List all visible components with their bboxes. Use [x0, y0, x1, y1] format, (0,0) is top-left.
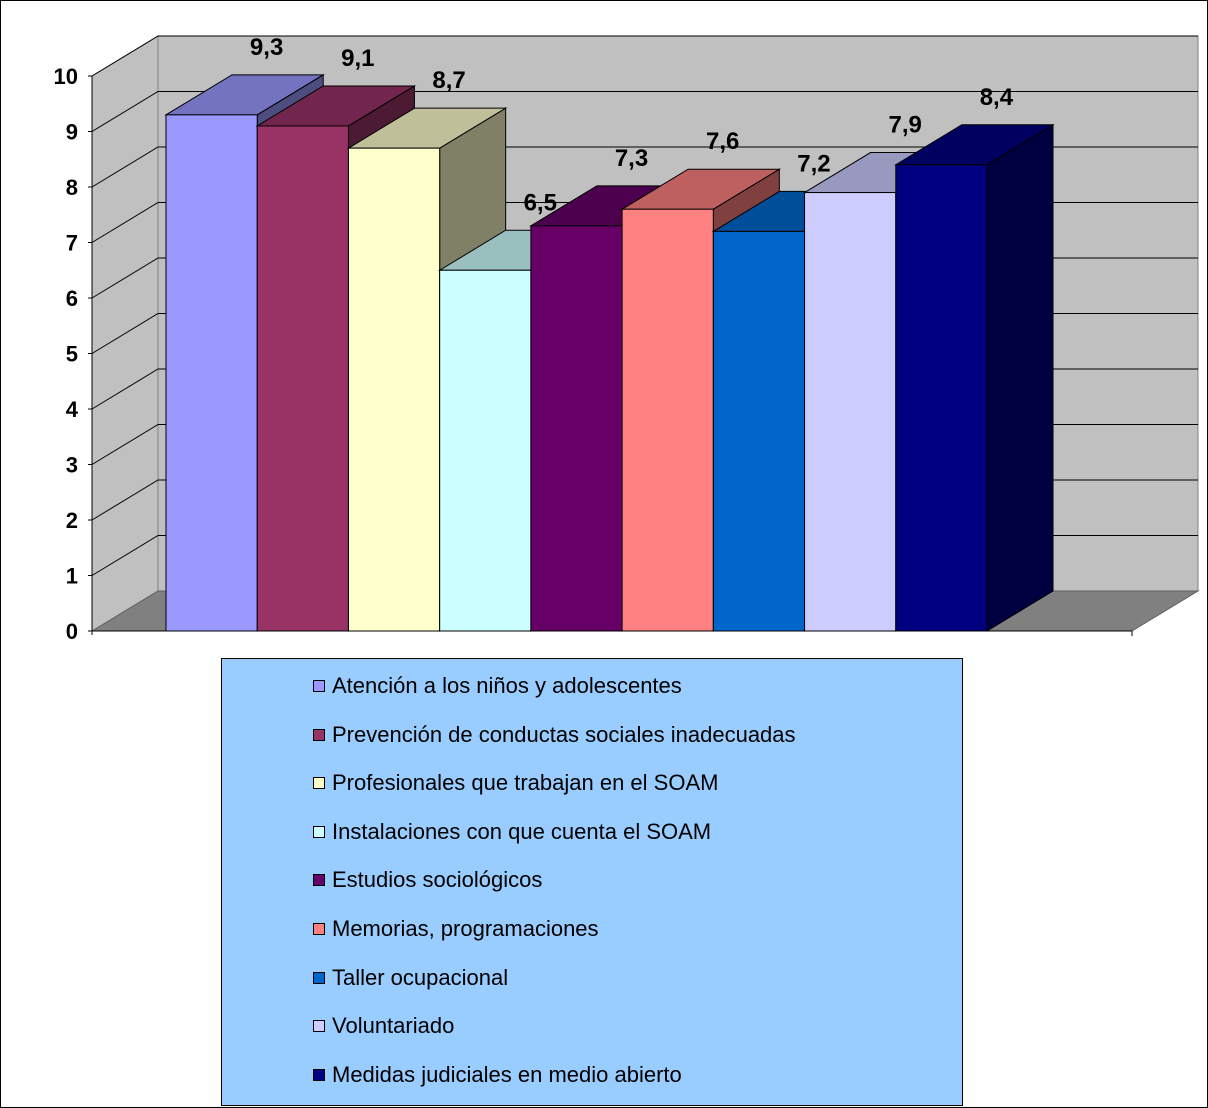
y-axis: 0 1 2 3 4 5 6 7 8 9 10 [54, 64, 1133, 644]
value-labels: 9,3 9,1 8,7 6,5 7,3 7,6 7,2 7,9 8,4 [250, 34, 1014, 216]
data-label: 7,3 [615, 145, 648, 172]
y-tick-label: 3 [66, 453, 78, 478]
legend: Atención a los niños y adolescentes Preve… [221, 658, 963, 1106]
gridline [91, 146, 1198, 188]
legend-entry: Memorias, programaciones [313, 914, 599, 944]
legend-entry: Estudios sociológicos [313, 865, 542, 895]
y-tick-label: 8 [66, 175, 78, 200]
y-tick-label: 10 [54, 64, 78, 89]
data-label: 8,4 [980, 84, 1014, 111]
y-tick-label: 9 [66, 120, 78, 145]
legend-swatch [313, 777, 325, 790]
legend-swatch [313, 971, 325, 984]
legend-entry: Medidas judiciales en medio abierto [313, 1060, 682, 1090]
legend-label: Medidas judiciales en medio abierto [332, 1061, 682, 1087]
data-label: 9,3 [250, 34, 283, 61]
legend-swatch [313, 923, 325, 935]
legend-swatch [313, 1020, 325, 1033]
legend-label: Profesionales que trabajan en el SOAM [332, 770, 719, 796]
bar-front [165, 114, 258, 632]
legend-entry: Atención a los niños y adolescentes [313, 671, 682, 701]
y-tick-label: 4 [66, 397, 79, 422]
legend-entry: Taller ocupacional [313, 963, 508, 993]
data-label: 6,5 [524, 189, 557, 216]
gridline [91, 91, 1198, 132]
data-label: 7,2 [797, 150, 830, 177]
y-tick-label: 5 [66, 342, 78, 367]
bar [893, 123, 1055, 632]
legend-label: Estudios sociológicos [332, 867, 543, 893]
bars [164, 73, 1055, 632]
legend-swatch [313, 874, 325, 887]
legend-label: Atención a los niños y adolescentes [332, 673, 682, 698]
legend-swatch [313, 680, 325, 692]
legend-swatch [313, 728, 325, 741]
legend-label: Memorias, programaciones [332, 916, 599, 941]
bar-side [986, 123, 1054, 632]
bar-chart: 0 1 2 3 4 5 6 7 8 9 10 9,3 9,1 8,7 6,5 7,3 7,6 7,2 7,9 8,4 [54, 34, 1200, 644]
y-tick-label: 2 [66, 508, 78, 533]
data-label: 9,1 [341, 45, 374, 72]
gridline [91, 35, 1198, 77]
bar-front [895, 164, 988, 632]
legend-entry: Instalaciones con que cuenta el SOAM [313, 817, 711, 847]
y-tick-label: 7 [66, 231, 78, 256]
y-tick-label: 0 [66, 619, 78, 644]
bar-front [347, 147, 441, 632]
bar-front [712, 230, 806, 632]
bar-front [256, 125, 349, 632]
data-label: 8,7 [432, 67, 465, 94]
bar-front [530, 225, 623, 632]
legend-swatch [313, 1068, 325, 1081]
bar-front [804, 192, 897, 632]
legend-swatch [313, 825, 325, 838]
data-label: 7,6 [706, 128, 739, 155]
y-tick-label: 6 [66, 286, 78, 311]
legend-entry: Profesionales que trabajan en el SOAM [313, 768, 718, 798]
legend-entry: Voluntariado [313, 1011, 454, 1041]
legend-label: Taller ocupacional [332, 964, 509, 990]
legend-entry: Prevención de conductas sociales inadecu… [313, 720, 796, 750]
data-label: 7,9 [888, 112, 921, 139]
legend-label: Prevención de conductas sociales inadecu… [332, 721, 796, 747]
bar-front [621, 208, 714, 632]
y-tick-label: 1 [66, 564, 78, 589]
legend-label: Voluntariado [332, 1013, 455, 1039]
bar-front [439, 269, 532, 632]
legend-label: Instalaciones con que cuenta el SOAM [332, 818, 712, 844]
